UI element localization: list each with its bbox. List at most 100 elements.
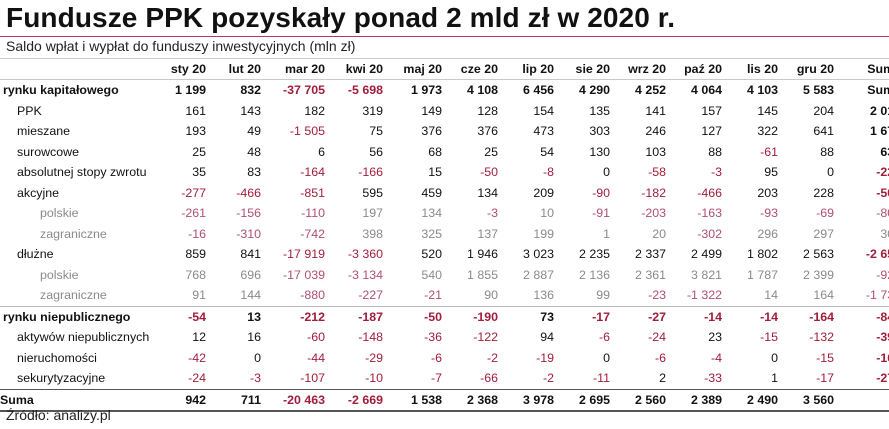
column-header: cze 20	[450, 58, 506, 80]
page-title: Fundusze PPK pozyskały ponad 2 mld zł w …	[6, 2, 676, 33]
table-cell: -14	[674, 305, 730, 327]
table-cell: 193	[185, 124, 206, 139]
table-cell: -90	[592, 185, 610, 200]
table-cell: 1 538	[391, 388, 450, 412]
table-cell: 14	[764, 288, 778, 303]
table-cell: 2 499	[690, 247, 722, 262]
table-cell: 1 802	[746, 247, 778, 262]
table-cell: -1 322	[686, 288, 722, 303]
table-cell: 137	[477, 226, 498, 241]
row-label: surowcowe	[17, 144, 79, 159]
table-cell: -3	[249, 371, 261, 386]
table-cell: 25	[192, 144, 206, 159]
table-cell: -261	[181, 206, 206, 221]
table-row: dłużne 859 841 -17 919 -3 360 520 1 946 3 023 2 …	[0, 244, 889, 265]
table-cell: -742	[300, 226, 325, 241]
table-cell: 4 290	[578, 83, 610, 98]
row-label: dłużne	[17, 247, 54, 262]
table-cell: -23	[648, 288, 666, 303]
row-sum-cell: -398	[876, 330, 889, 345]
table-cell: -50	[391, 305, 450, 327]
table-cell: -15	[760, 330, 778, 345]
table-cell: -17 919	[282, 247, 325, 262]
table-cell: 2 490	[730, 388, 786, 412]
table-cell: -91	[592, 206, 610, 221]
table-cell: -36	[424, 330, 442, 345]
row-sum-cell: 632	[880, 144, 889, 159]
table-cell: 0	[254, 350, 261, 365]
row-label: sekurytyzacyjne	[17, 371, 106, 386]
table-cell: -3	[710, 165, 722, 180]
table-cell: -2 669	[333, 388, 391, 412]
column-header: lut 20	[214, 58, 269, 80]
table-cell: -69	[816, 206, 834, 221]
column-header: maj 20	[391, 58, 450, 80]
table-cell: -187	[333, 305, 391, 327]
row-sum-cell: Suma	[867, 83, 889, 98]
table-cell: 711	[214, 388, 269, 412]
table-cell: 203	[757, 185, 778, 200]
table-cell: 141	[645, 103, 666, 118]
table-cell: -5 698	[347, 83, 383, 98]
table-cell: 832	[240, 83, 261, 98]
table-cell: 4 064	[690, 83, 722, 98]
column-header: wrz 20	[618, 58, 674, 80]
table-cell: -182	[641, 185, 666, 200]
table-row: PPK 161 143 182 319 149 128 154 135 141 157 145 204 2…	[0, 101, 889, 122]
table-cell: 88	[708, 144, 722, 159]
table-cell: 0	[827, 165, 834, 180]
table-cell: 10	[540, 206, 554, 221]
table-cell: -93	[760, 206, 778, 221]
column-header: gru 20	[786, 58, 842, 80]
table-cell: 4 108	[466, 83, 498, 98]
table-cell: -3 360	[347, 247, 383, 262]
row-sum-cell: -808	[876, 206, 889, 221]
table-cell: 90	[484, 288, 498, 303]
table-cell: -42	[188, 350, 206, 365]
table-cell: -8	[542, 165, 554, 180]
table-cell: 0	[771, 350, 778, 365]
table-cell: 2 136	[578, 267, 610, 282]
table-cell: 3 978	[506, 388, 562, 412]
table-cell: 3 821	[690, 267, 722, 282]
table-cell: 2 560	[618, 388, 674, 412]
table-cell: 2 361	[634, 267, 666, 282]
table-cell: 161	[185, 103, 206, 118]
table-cell: 303	[589, 124, 610, 139]
table-cell: 2	[659, 371, 666, 386]
table-cell: -61	[760, 144, 778, 159]
row-label: nieruchomości	[17, 350, 97, 365]
table-cell: 4 252	[634, 83, 666, 98]
table-cell: -24	[188, 371, 206, 386]
row-label: zagraniczne	[40, 226, 107, 241]
row-sum-cell: -277	[876, 371, 889, 386]
table-cell: 1	[603, 226, 610, 241]
table-cell: 473	[533, 124, 554, 139]
table-cell: -227	[358, 288, 383, 303]
table-cell: -310	[236, 226, 261, 241]
table-cell: 6	[318, 144, 325, 159]
table-cell: -122	[473, 330, 498, 345]
table-cell: 319	[362, 103, 383, 118]
table-cell: -50	[480, 165, 498, 180]
table-cell: 0	[603, 350, 610, 365]
table-cell: 136	[533, 288, 554, 303]
table-cell: -37 705	[282, 83, 325, 98]
table-cell: -6	[598, 330, 610, 345]
row-label: mieszane	[17, 124, 71, 139]
column-header: mar 20	[269, 58, 333, 80]
table-cell: -107	[300, 371, 325, 386]
table-row: rynku kapitałowego 1 199 832 -37 705 -5 698 1…	[0, 80, 889, 101]
table-row: Suma 942 711 -20 463 -2 669 1 538 2 368 3 978 2 …	[0, 388, 889, 412]
table-cell: 1 855	[466, 267, 498, 282]
table-cell: 73	[506, 305, 562, 327]
table-cell: 540	[421, 267, 442, 282]
table-row: aktywów niepublicznych 12 16 -60 -148 -36 -122…	[0, 327, 889, 348]
row-label: zagraniczne	[40, 288, 107, 303]
row-label: akcyjne	[17, 185, 60, 200]
table-cell: -190	[450, 305, 506, 327]
table-cell: 520	[421, 247, 442, 262]
column-header: paź 20	[674, 58, 730, 80]
row-sum-cell: -922	[876, 267, 889, 282]
table-cell: 144	[240, 288, 261, 303]
